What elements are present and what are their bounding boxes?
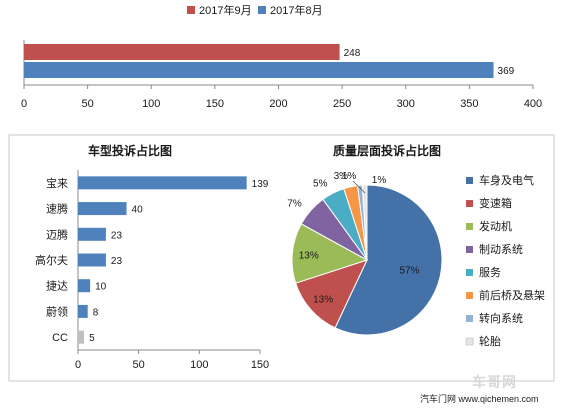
- pie-slice: [361, 184, 368, 261]
- model-chart: 车型投诉占比图 宝来 139 速腾 40 迈腾 23 高尔夫 23 捷达 10 蔚领 8 CC 5 0 50…: [35, 143, 269, 371]
- pie-value-label: 7%: [287, 198, 302, 209]
- model-bars: 宝来 139 速腾 40 迈腾 23 高尔夫 23 捷达 10 蔚领 8 CC 5: [35, 176, 269, 344]
- model-category-label: 捷达: [46, 279, 68, 293]
- quality-chart-title: 质量层面投诉占比图: [333, 143, 441, 158]
- top-x-tick-label: 150: [206, 98, 224, 110]
- model-bar: [78, 330, 85, 344]
- footer-source: 汽车门网 www.qichemen.com: [420, 394, 539, 404]
- legend-label: 变速箱: [479, 196, 512, 210]
- model-bar: [78, 176, 247, 190]
- model-bar-value: 8: [93, 307, 99, 318]
- quality-pie: 57%13%13%7%5%3%1% 1%: [287, 171, 443, 336]
- model-category-label: 迈腾: [46, 227, 68, 241]
- top-x-tick-label: 300: [397, 98, 415, 110]
- legend-swatch-aug: [258, 6, 266, 14]
- legend-label-aug: 2017年8月: [270, 3, 323, 17]
- legend-swatch: [466, 246, 473, 253]
- legend-label: 前后桥及悬架: [479, 288, 545, 302]
- model-chart-title: 车型投诉占比图: [88, 143, 172, 158]
- top-chart: 2017年9月 2017年8月 0 50 100 150 200 250 300 350 400…: [21, 3, 542, 110]
- legend-label: 车身及电气: [479, 173, 534, 187]
- pie-value-label: 1%: [372, 175, 387, 186]
- model-x-ticks: 0 50 100 150: [75, 350, 269, 371]
- model-x-tick-label: 50: [133, 359, 145, 371]
- legend-swatch-sep: [187, 6, 195, 14]
- pie-slice: [295, 259, 368, 329]
- legend-label: 轮胎: [479, 334, 501, 348]
- model-bar-value: 23: [111, 256, 123, 267]
- model-bar: [78, 304, 88, 318]
- legend-swatch: [466, 315, 473, 322]
- pie-slice: [334, 184, 443, 336]
- bar-2017-aug-value: 369: [498, 66, 515, 77]
- legend-swatch: [466, 269, 473, 276]
- top-legend: 2017年9月 2017年8月: [187, 3, 323, 17]
- top-x-tick-label: 200: [269, 98, 287, 110]
- model-x-tick-label: 150: [251, 359, 269, 371]
- pie-value-label: 3%: [334, 171, 349, 182]
- top-x-tick-label: 100: [142, 98, 160, 110]
- legend-label: 转向系统: [479, 311, 523, 325]
- model-x-tick-label: 100: [190, 359, 208, 371]
- pie-value-label: 13%: [299, 250, 319, 261]
- top-x-tick-label: 400: [524, 98, 542, 110]
- pie-slice: [291, 223, 369, 284]
- model-category-label: 速腾: [46, 202, 68, 216]
- legend-swatch: [466, 200, 473, 207]
- legend-swatch: [466, 292, 473, 299]
- model-bar: [78, 227, 106, 241]
- pie-leader-line: [352, 180, 366, 194]
- legend-label: 制动系统: [479, 243, 523, 256]
- model-bar-value: 23: [111, 230, 123, 241]
- quality-chart: 质量层面投诉占比图 57%13%13%7%5%3%1% 1% 车身及电气变速箱发动…: [287, 143, 545, 348]
- model-category-label: 宝来: [46, 176, 68, 190]
- legend-label: 服务: [479, 266, 501, 279]
- bar-2017-aug: [24, 62, 494, 78]
- bar-2017-sep: [24, 44, 340, 60]
- model-bar-value: 40: [132, 205, 144, 216]
- model-bar-value: 139: [252, 179, 269, 190]
- legend-swatch: [466, 223, 473, 230]
- model-bar: [78, 253, 106, 267]
- legend-swatch: [466, 177, 473, 184]
- bar-2017-sep-value: 248: [344, 48, 361, 59]
- pie-value-label: 13%: [313, 295, 333, 306]
- model-category-label: CC: [52, 332, 68, 344]
- legend-label-sep: 2017年9月: [199, 3, 252, 17]
- watermark-logo-text: 车哥网: [472, 374, 517, 390]
- legend-swatch: [465, 337, 474, 346]
- model-bar-value: 10: [95, 282, 107, 293]
- top-x-tick-label: 0: [21, 98, 27, 110]
- model-bar: [78, 279, 91, 293]
- model-bar: [78, 202, 127, 216]
- pie-value-label: 57%: [399, 265, 419, 276]
- model-category-label: 高尔夫: [35, 253, 68, 267]
- top-x-ticks: 0 50 100 150 200 250 300 350 400: [21, 85, 542, 110]
- pie-value-label: 1%: [342, 171, 357, 182]
- top-x-tick-label: 250: [333, 98, 351, 110]
- model-x-tick-label: 0: [75, 359, 81, 371]
- legend-label: 发动机: [479, 219, 512, 233]
- top-x-tick-label: 350: [460, 98, 478, 110]
- top-x-tick-label: 50: [82, 98, 94, 110]
- pie-value-label: 5%: [313, 178, 328, 189]
- model-bar-value: 5: [89, 333, 95, 344]
- model-category-label: 蔚领: [46, 305, 68, 318]
